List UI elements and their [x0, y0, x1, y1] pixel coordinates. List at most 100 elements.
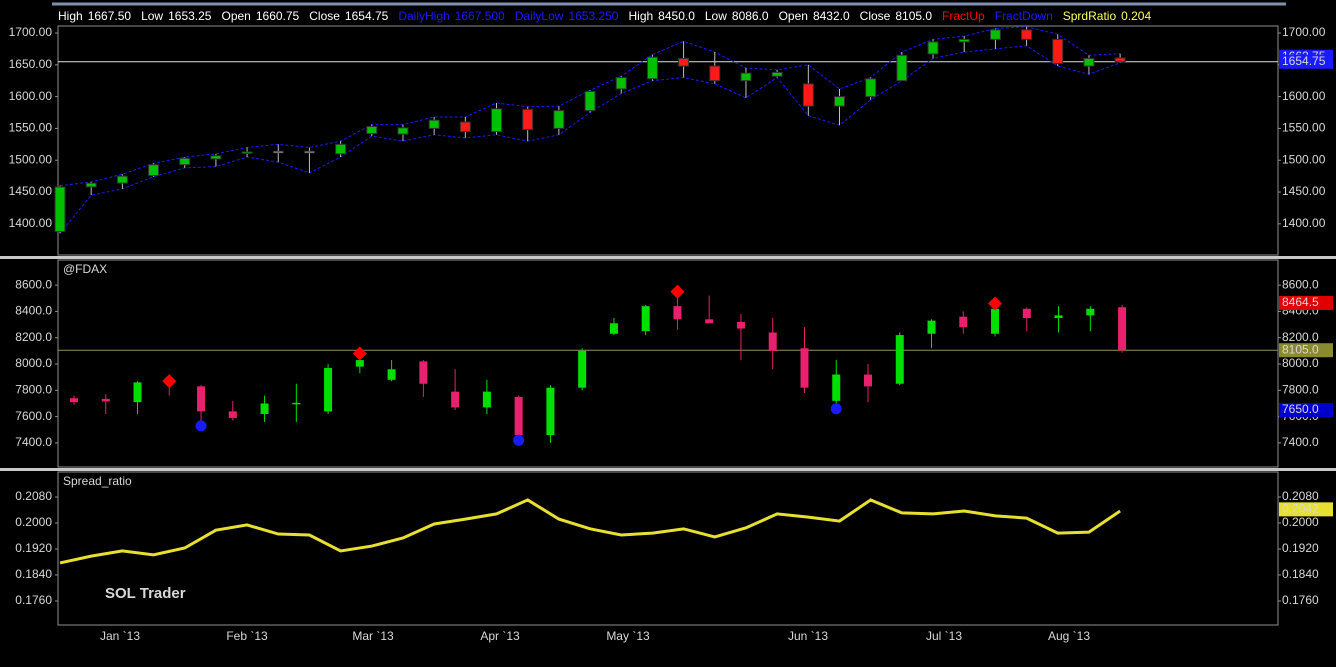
y-tick-label: 7600.0	[15, 409, 52, 423]
candle-body	[800, 348, 809, 388]
fractal-up-marker	[988, 296, 1003, 311]
candle-body	[673, 306, 682, 320]
candle-body	[705, 319, 714, 324]
status-label: DailyLow	[514, 9, 564, 23]
y-tick-label: 1550.00	[9, 121, 53, 135]
candle-body	[958, 38, 970, 43]
y-tick-label: 8200.0	[1282, 330, 1319, 344]
status-value: 1667.500	[454, 9, 505, 23]
panel-label: @FDAX	[63, 262, 107, 276]
y-tick-label: 8200.0	[15, 330, 52, 344]
candle-body	[546, 387, 555, 436]
status-label: Close	[309, 9, 340, 23]
y-tick-label: 7400.0	[15, 435, 52, 449]
x-tick-label: Feb `13	[226, 629, 268, 643]
candle-body	[895, 335, 904, 384]
status-value: 1653.250	[568, 9, 619, 23]
candle-body	[451, 391, 460, 408]
candle-body	[197, 386, 206, 412]
status-label: High	[58, 9, 83, 23]
candle-body	[1086, 308, 1095, 316]
candle-body	[553, 110, 565, 129]
status-value: 8450.0	[658, 9, 695, 23]
y-tick-label: 0.2000	[1282, 515, 1319, 529]
y-tick-label: 1500.00	[1282, 152, 1326, 166]
candle-body	[578, 350, 587, 388]
candle-body	[179, 157, 191, 166]
candle-body	[397, 127, 409, 135]
candle-body	[646, 56, 658, 80]
y-tick-label: 8600.0	[1282, 277, 1319, 291]
y-tick-label: 1550.00	[1282, 121, 1326, 135]
y-tick-label: 8000.0	[15, 356, 52, 370]
y-tick-label: 1450.00	[9, 184, 53, 198]
panel-frame	[57, 259, 1279, 468]
candle-body	[1083, 57, 1095, 67]
candle-body	[709, 65, 721, 82]
candle-body	[228, 411, 237, 418]
candle-body	[641, 306, 650, 332]
legend-entry: FractDown	[994, 9, 1053, 23]
y-tick-label: 0.2000	[15, 515, 52, 529]
x-tick-label: Jun `13	[788, 629, 828, 643]
y-tick-label: 1700.00	[1282, 25, 1326, 39]
status-value: 8086.0	[731, 9, 769, 23]
x-tick-label: Jul `13	[926, 629, 962, 643]
candle-body	[1021, 29, 1033, 40]
candle-body	[70, 398, 78, 403]
status-bar: High 1667.50 Low 1653.25 Open 1660.75 Close 165…	[58, 8, 1161, 25]
status-label: Open	[221, 9, 251, 23]
x-tick-label: Jan `13	[100, 629, 140, 643]
candle-body	[609, 323, 618, 334]
last-value-box	[1279, 295, 1333, 310]
last-value-box	[1279, 54, 1333, 69]
y-tick-label: 0.1920	[15, 541, 52, 555]
candle-body	[355, 360, 364, 367]
candle-body	[864, 374, 872, 387]
y-tick-label: 0.2080	[15, 489, 52, 503]
last-value-label: 1654.75	[1282, 54, 1326, 68]
candle-body	[428, 119, 440, 129]
candle-body	[768, 332, 777, 351]
fractal-down-marker	[830, 403, 842, 415]
status-value: 1660.75	[255, 9, 300, 23]
status-value: 1667.50	[87, 9, 132, 23]
candle-body	[335, 143, 347, 155]
candle-body	[303, 150, 315, 154]
candle-body	[896, 54, 908, 82]
candle-body	[133, 382, 142, 403]
status-label: Low	[704, 9, 727, 23]
candle-body	[865, 78, 877, 98]
y-tick-label: 7400.0	[1282, 435, 1319, 449]
candle-body	[85, 182, 97, 188]
y-tick-label: 1650.00	[9, 57, 53, 71]
last-value-box	[1279, 403, 1333, 418]
status-label: High	[628, 9, 654, 23]
y-tick-label: 0.1920	[1282, 541, 1319, 555]
y-tick-label: 1400.00	[1282, 216, 1326, 230]
candle-body	[802, 83, 814, 107]
y-tick-label: 1500.00	[9, 152, 53, 166]
candle-body	[366, 126, 378, 135]
candle-body	[514, 396, 523, 436]
candle-body	[1118, 307, 1127, 351]
y-tick-label: 1450.00	[1282, 184, 1326, 198]
panel-label: Spread_ratio	[63, 474, 132, 488]
candle-body	[584, 91, 596, 112]
candle-body	[292, 402, 301, 405]
y-tick-label: 8000.0	[1282, 356, 1319, 370]
x-tick-label: May `13	[606, 629, 650, 643]
candle-body	[991, 308, 1000, 334]
status-label: DailyHigh	[398, 9, 450, 23]
candle-body	[116, 175, 128, 184]
fractal-up-marker	[670, 284, 685, 299]
status-label: Low	[141, 9, 164, 23]
status-value: 8105.0	[895, 9, 933, 23]
last-value-box	[1279, 343, 1333, 358]
candle-body	[678, 57, 690, 67]
candle-body	[927, 320, 936, 334]
status-label: Open	[778, 9, 808, 23]
candle-body	[615, 77, 627, 90]
